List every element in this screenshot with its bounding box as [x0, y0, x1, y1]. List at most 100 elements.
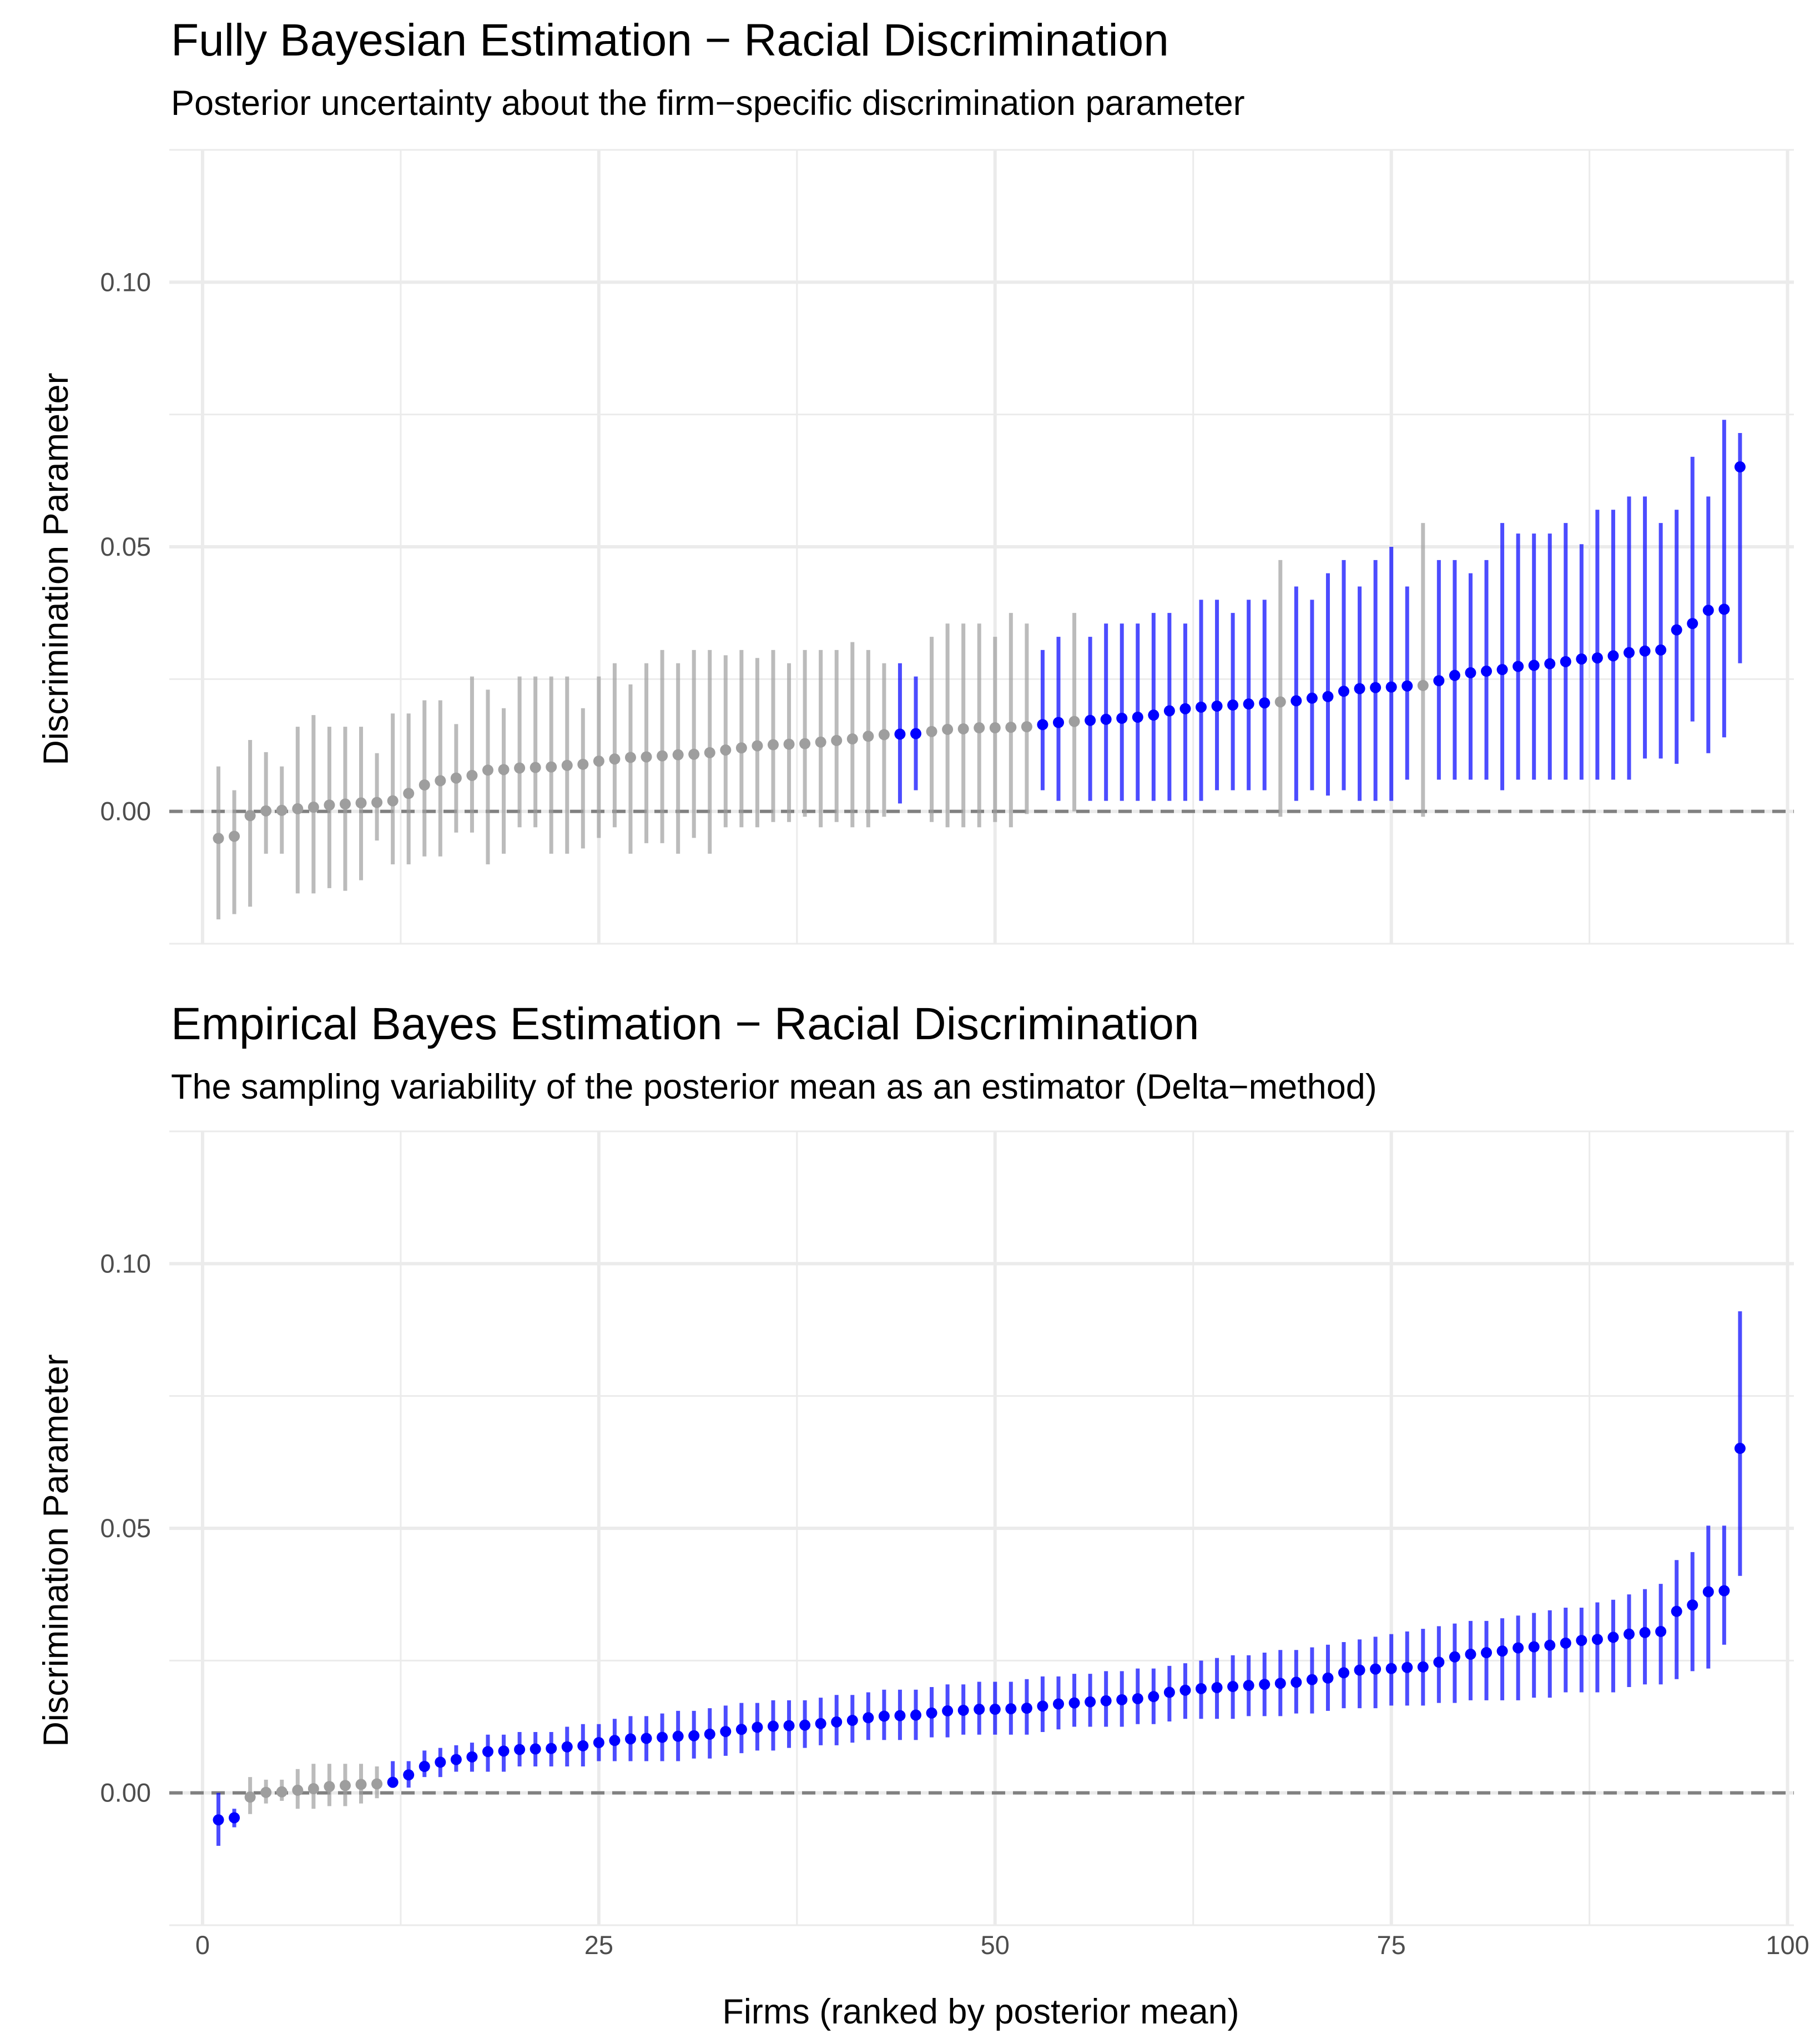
x-tick-label: 50: [981, 1930, 1010, 1960]
posterior-mean-point: [641, 1733, 652, 1744]
posterior-mean-point: [1179, 703, 1191, 714]
x-tick-label: 25: [584, 1930, 613, 1960]
posterior-mean-point: [878, 1710, 890, 1722]
posterior-mean-point: [450, 772, 462, 784]
y-tick-label: 0.05: [100, 532, 151, 561]
posterior-mean-point: [1338, 686, 1350, 697]
posterior-mean-point: [641, 751, 652, 763]
posterior-mean-point: [1528, 659, 1540, 671]
posterior-mean-point: [260, 1786, 272, 1798]
posterior-mean-point: [1290, 1677, 1302, 1688]
posterior-mean-point: [831, 734, 843, 746]
posterior-mean-point: [1100, 1695, 1112, 1706]
posterior-mean-point: [371, 797, 383, 808]
posterior-mean-point: [767, 1720, 779, 1732]
posterior-mean-point: [1052, 1698, 1064, 1710]
posterior-mean-point: [339, 1780, 351, 1791]
y-axis-label: Discrimination Parameter: [37, 372, 75, 765]
posterior-mean-point: [1481, 1647, 1493, 1659]
posterior-mean-point: [1322, 1672, 1334, 1684]
posterior-mean-point: [1274, 1678, 1286, 1689]
posterior-mean-point: [910, 728, 921, 739]
posterior-mean-point: [672, 1730, 684, 1742]
posterior-mean-point: [1591, 652, 1603, 664]
posterior-mean-point: [1385, 681, 1397, 693]
posterior-mean-point: [324, 799, 335, 811]
posterior-mean-point: [1607, 650, 1619, 662]
posterior-mean-point: [799, 738, 811, 749]
y-tick-labels: 0.00 0.05 0.10: [100, 267, 151, 825]
x-tick-label: 0: [195, 1930, 210, 1960]
x-axis-label: Firms (ranked by posterior mean): [722, 1992, 1239, 2031]
posterior-mean-point: [307, 802, 319, 813]
panel-title: Empirical Bayes Estimation − Racial Disc…: [171, 999, 1199, 1049]
posterior-mean-point: [1306, 692, 1318, 704]
posterior-mean-point: [403, 788, 415, 799]
posterior-mean-point: [1274, 696, 1286, 708]
posterior-mean-point: [1560, 656, 1571, 667]
posterior-mean-point: [624, 1733, 636, 1745]
posterior-mean-point: [1465, 1648, 1476, 1660]
posterior-mean-point: [1607, 1632, 1619, 1643]
posterior-mean-point: [1227, 699, 1239, 711]
posterior-mean-point: [846, 733, 858, 745]
y-tick-label: 0.10: [100, 267, 151, 296]
posterior-mean-point: [1433, 1657, 1445, 1668]
posterior-mean-point: [609, 1735, 621, 1746]
posterior-mean-point: [307, 1783, 319, 1795]
posterior-mean-point: [1433, 675, 1445, 687]
posterior-mean-point: [1196, 1683, 1207, 1694]
posterior-mean-point: [1211, 700, 1223, 712]
posterior-mean-point: [735, 742, 747, 754]
posterior-mean-point: [894, 728, 906, 740]
error-bars: [216, 1311, 1742, 1846]
posterior-mean-point: [942, 1705, 954, 1716]
y-tick-label: 0.00: [100, 797, 151, 826]
posterior-mean-point: [1687, 1599, 1698, 1611]
posterior-mean-point: [593, 1737, 604, 1749]
posterior-mean-point: [1702, 1586, 1714, 1598]
posterior-mean-point: [1005, 1703, 1017, 1715]
posterior-mean-point: [1306, 1674, 1318, 1685]
posterior-mean-point: [657, 1731, 668, 1743]
posterior-mean-point: [1068, 1697, 1080, 1709]
posterior-mean-point: [1370, 682, 1382, 693]
posterior-mean-point: [292, 1784, 304, 1796]
posterior-mean-point: [783, 1720, 795, 1731]
posterior-mean-point: [1449, 1651, 1460, 1663]
posterior-mean-point: [735, 1724, 747, 1735]
posterior-mean-point: [1591, 1634, 1603, 1645]
posterior-mean-point: [1671, 624, 1682, 636]
posterior-mean-point: [1052, 717, 1064, 728]
posterior-mean-point: [1401, 1662, 1413, 1673]
posterior-mean-point: [482, 764, 493, 776]
posterior-mean-point: [1560, 1637, 1571, 1649]
posterior-mean-point: [339, 798, 351, 810]
posterior-mean-point: [419, 1761, 430, 1772]
posterior-mean-point: [1021, 1703, 1032, 1714]
posterior-mean-point: [1401, 680, 1413, 692]
posterior-mean-point: [355, 797, 367, 809]
posterior-mean-point: [466, 769, 478, 781]
posterior-mean-point: [530, 762, 541, 773]
posterior-mean-point: [1671, 1605, 1682, 1617]
posterior-mean-point: [1624, 1628, 1635, 1640]
y-tick-labels: 0.00 0.05 0.10: [100, 1248, 151, 1807]
posterior-mean-point: [1687, 618, 1698, 630]
posterior-mean-point: [244, 1791, 256, 1803]
posterior-mean-point: [1718, 1585, 1730, 1597]
posterior-mean-point: [1068, 716, 1080, 727]
posterior-mean-point: [1718, 603, 1730, 615]
posterior-mean-point: [498, 1745, 510, 1757]
posterior-mean-point: [292, 803, 304, 814]
posterior-mean-point: [1354, 1664, 1365, 1676]
posterior-mean-point: [1449, 669, 1460, 681]
posterior-mean-point: [593, 756, 604, 767]
posterior-mean-point: [974, 1704, 985, 1715]
posterior-mean-point: [831, 1716, 843, 1728]
posterior-mean-point: [815, 1718, 826, 1729]
posterior-mean-point: [894, 1710, 906, 1721]
posterior-mean-point: [1528, 1641, 1540, 1653]
posterior-mean-point: [1513, 1642, 1524, 1654]
posterior-mean-point: [577, 758, 589, 770]
